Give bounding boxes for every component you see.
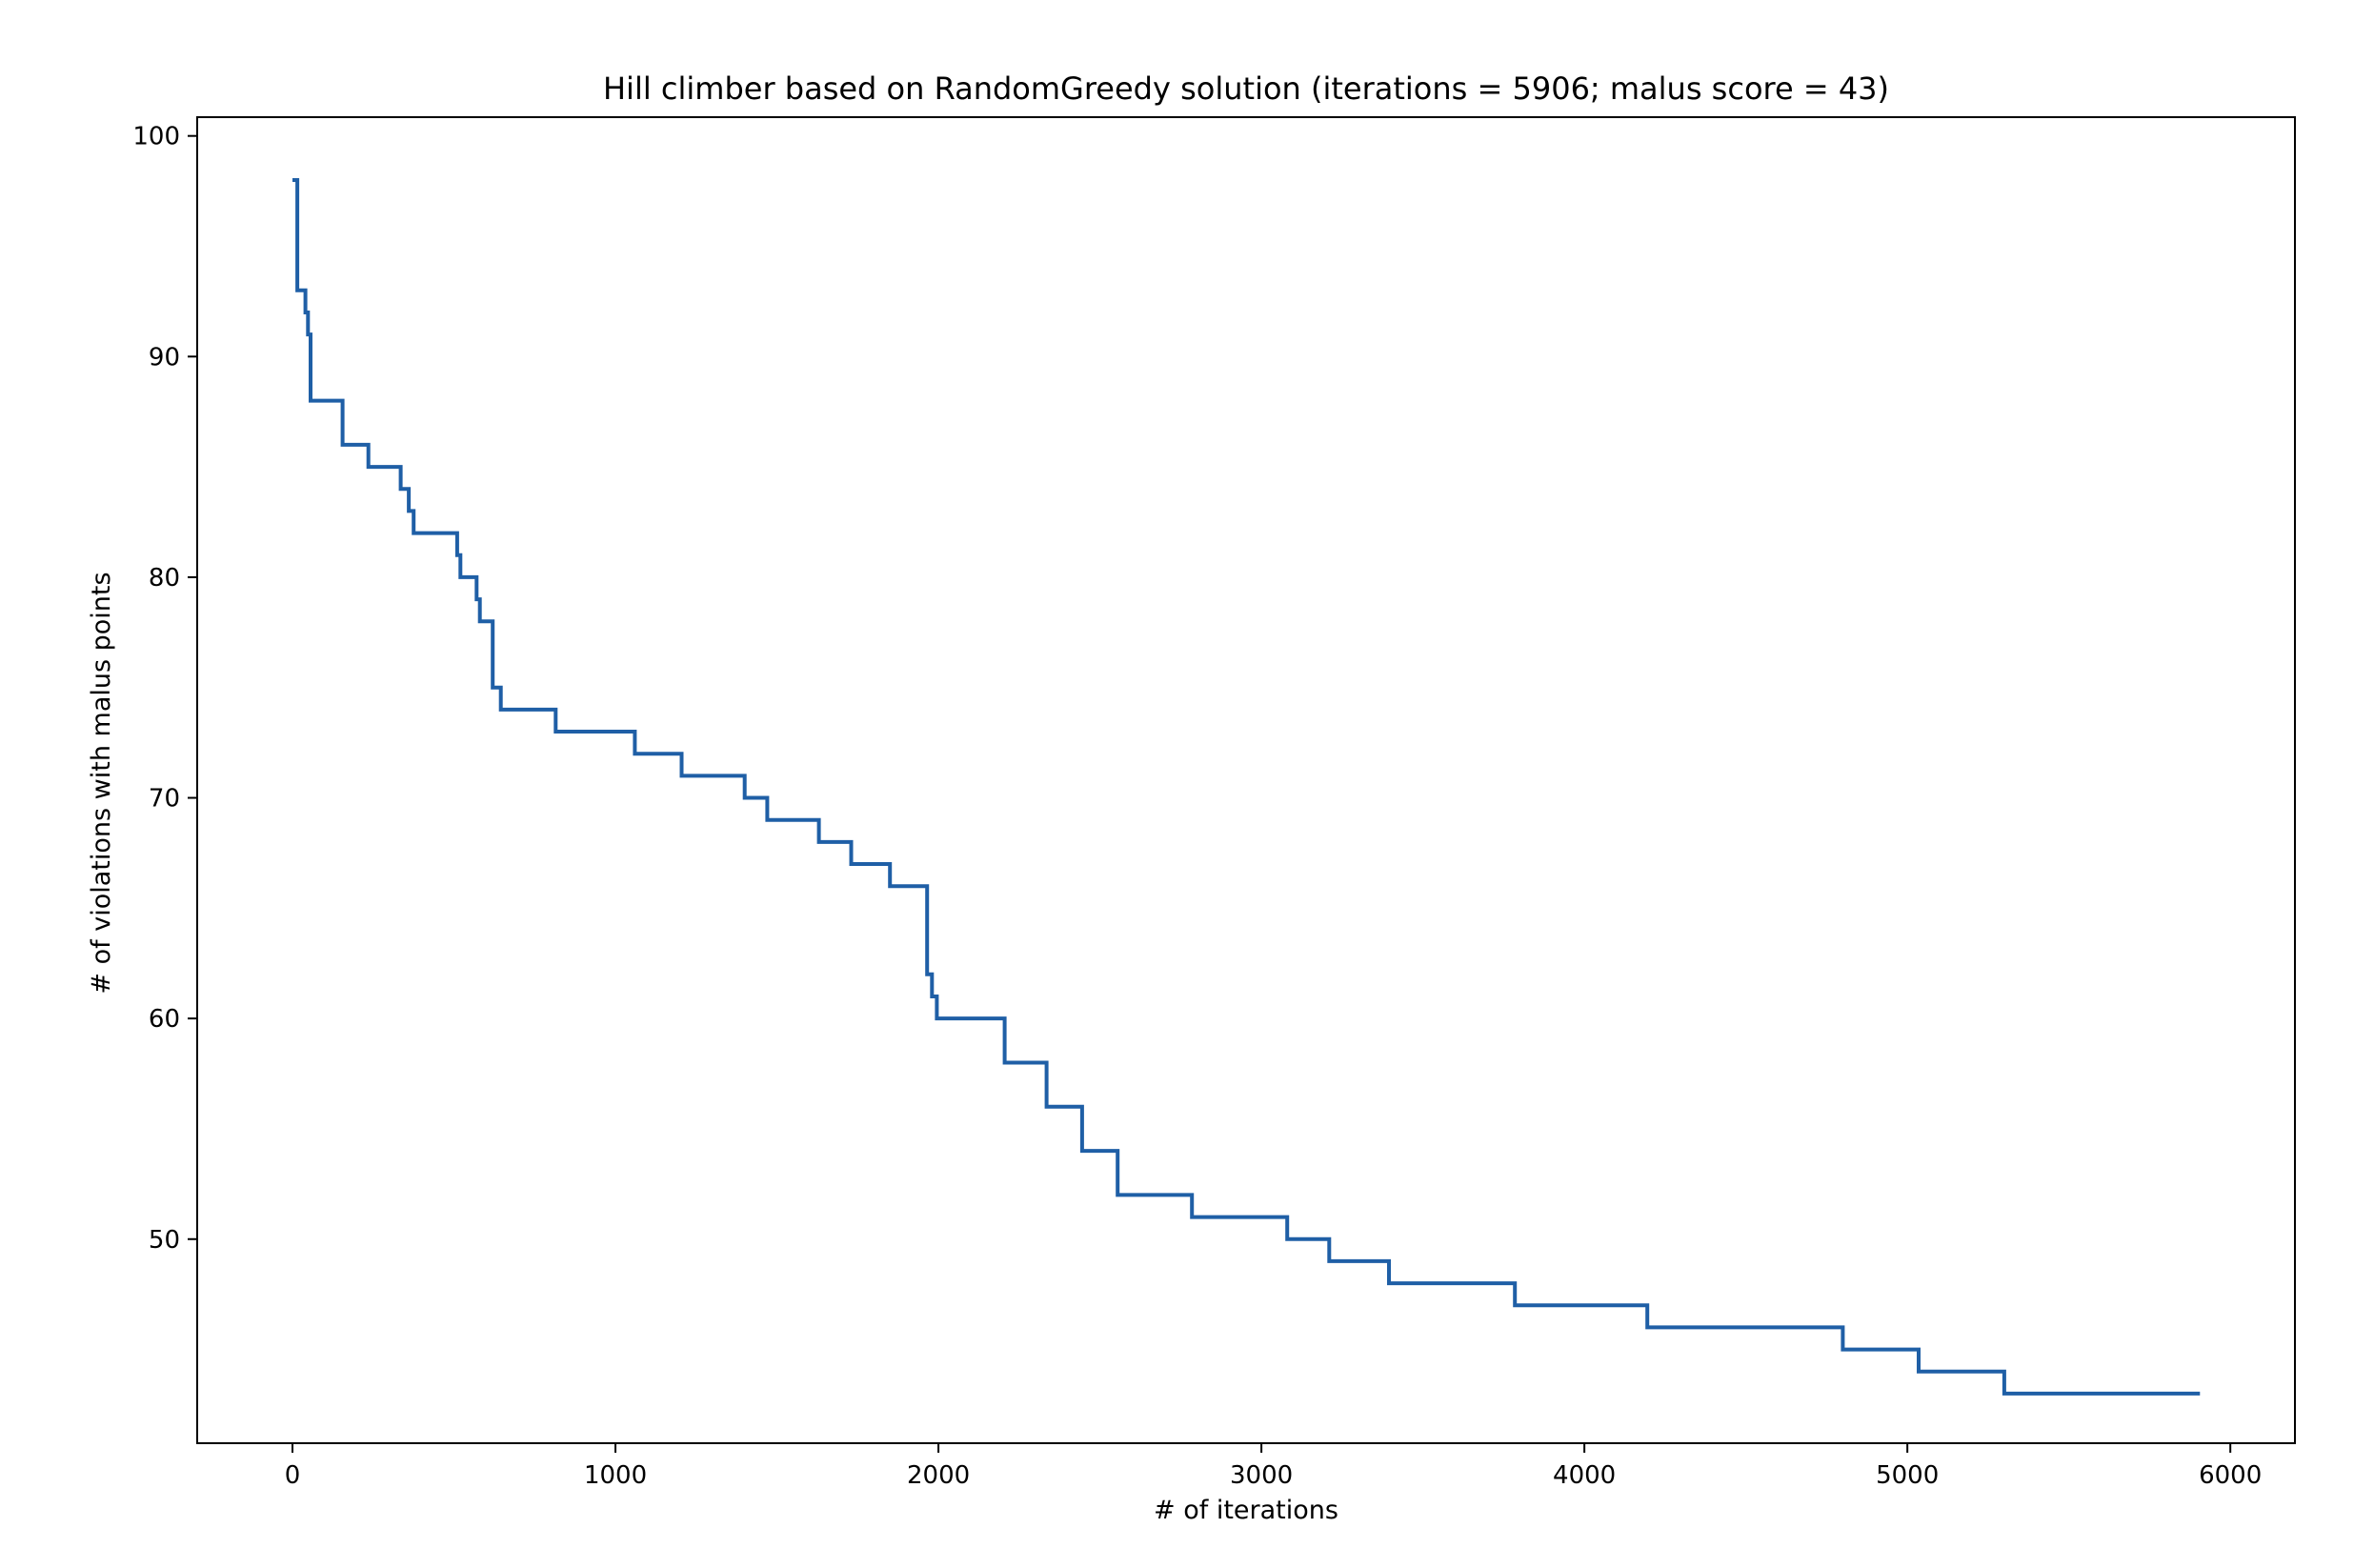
ticks-layer: 0 1000 2000 3000 4000 5000 6000 50 60 70 80 90 100 [132,123,2262,1490]
x-tick-label: 0 [285,1461,301,1490]
y-tick-label: 80 [149,564,180,593]
y-axis-label: # of violations with malus points [87,572,116,994]
y-tick-label: 50 [149,1226,180,1255]
chart-title: Hill climber based on RandomGreedy solut… [603,70,1889,107]
x-tick-label: 1000 [584,1461,647,1490]
x-tick-label: 5000 [1876,1461,1939,1490]
x-tick-label: 4000 [1553,1461,1616,1490]
series-layer [292,178,2201,1396]
plot-frame [196,116,2296,1444]
y-tick-label: 60 [149,1005,180,1034]
x-tick-label: 2000 [907,1461,970,1490]
y-tick-label: 90 [149,343,180,372]
y-tick-label: 100 [132,123,180,151]
y-tick-label: 70 [149,785,180,814]
series-line [292,178,2201,1396]
x-tick-label: 6000 [2199,1461,2262,1490]
x-tick-label: 3000 [1230,1461,1293,1490]
x-axis-label: # of iterations [1154,1496,1338,1525]
